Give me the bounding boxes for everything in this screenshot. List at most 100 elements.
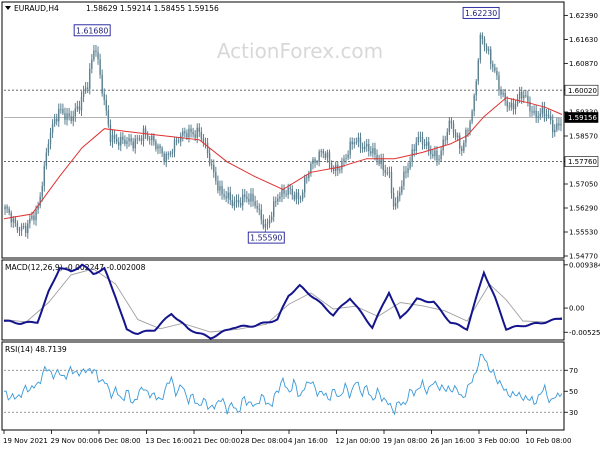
candle-body xyxy=(339,169,341,171)
candle xyxy=(111,129,114,148)
candle xyxy=(388,166,391,179)
candle-body xyxy=(401,185,403,193)
candle-body xyxy=(328,152,331,164)
candle xyxy=(297,189,300,205)
candle xyxy=(494,63,496,73)
candle xyxy=(103,88,105,106)
candle-body xyxy=(332,168,335,172)
candle xyxy=(366,139,368,152)
candle-body xyxy=(45,152,48,166)
candle xyxy=(382,153,384,176)
candle-body xyxy=(432,154,434,157)
candle xyxy=(527,90,529,107)
candle-body xyxy=(111,134,114,143)
candle xyxy=(89,63,91,95)
candle xyxy=(322,148,324,159)
candle-body xyxy=(237,200,240,203)
candle-body xyxy=(558,123,560,126)
candle xyxy=(436,146,438,166)
rsi-line xyxy=(3,353,563,416)
candle-body xyxy=(217,180,219,191)
candle xyxy=(10,210,12,228)
candle-body xyxy=(266,223,269,225)
candle-body xyxy=(370,151,372,154)
candle xyxy=(312,156,314,170)
candle xyxy=(492,60,494,73)
price-axis-label: 1.55530 xyxy=(569,229,598,237)
candle xyxy=(394,197,397,210)
candle xyxy=(155,139,157,152)
candle-body xyxy=(469,121,471,132)
candle xyxy=(151,133,153,146)
candle xyxy=(213,159,215,178)
candle xyxy=(504,88,506,106)
candle xyxy=(27,219,29,239)
candle-body xyxy=(153,135,155,142)
candle xyxy=(43,161,45,192)
candle xyxy=(18,226,21,237)
candle-body xyxy=(27,223,29,233)
candle-body xyxy=(378,160,380,165)
candle-body xyxy=(537,116,539,118)
candle-body xyxy=(510,102,513,108)
candle xyxy=(80,91,83,116)
candle xyxy=(405,166,407,179)
candle xyxy=(430,145,432,160)
candle-body xyxy=(318,151,320,163)
candle xyxy=(95,44,97,57)
candle-body xyxy=(6,206,8,209)
candle-body xyxy=(434,150,436,157)
candle-body xyxy=(33,215,35,221)
candle xyxy=(341,157,343,174)
candle-body xyxy=(95,50,97,52)
candle xyxy=(196,123,198,144)
candle xyxy=(84,81,87,94)
candle xyxy=(239,197,242,208)
candle xyxy=(355,137,358,145)
candle xyxy=(270,211,273,223)
time-axis-label: 28 Dec 08:00 xyxy=(241,437,288,445)
candle-body xyxy=(459,135,461,149)
macd-label: MACD(12,26,9) -0.002247 -0.002008 xyxy=(5,263,146,272)
candle-body xyxy=(494,67,496,71)
candle-body xyxy=(258,208,260,210)
candle xyxy=(533,105,535,116)
candle-body xyxy=(281,188,283,197)
candle xyxy=(541,101,544,118)
candle-body xyxy=(167,153,169,155)
candle-body xyxy=(206,142,209,154)
candle xyxy=(120,132,122,152)
candle-body xyxy=(66,113,68,120)
candle xyxy=(41,181,43,202)
candle-body xyxy=(215,172,217,181)
candle xyxy=(165,151,167,168)
candle-body xyxy=(62,108,64,114)
time-axis-label: 10 Feb 08:00 xyxy=(526,437,572,445)
candle xyxy=(283,184,285,200)
candle-body xyxy=(500,90,502,95)
candle-body xyxy=(343,158,345,162)
candle-body xyxy=(508,106,510,108)
candle xyxy=(473,93,475,117)
candle-body xyxy=(308,173,310,179)
candle-body xyxy=(184,131,186,134)
price-level-badge-label: 1.59156 xyxy=(568,114,597,122)
candle-body xyxy=(227,192,229,199)
candle xyxy=(109,119,112,146)
candle-body xyxy=(171,151,174,154)
candle-body xyxy=(320,151,322,152)
macd-axis-label: -0.005252 xyxy=(569,329,600,337)
candle xyxy=(411,144,413,167)
candle-body xyxy=(264,224,267,228)
candle xyxy=(308,170,310,182)
candle xyxy=(345,153,347,164)
candle xyxy=(392,187,395,210)
candle xyxy=(378,154,380,167)
candle-body xyxy=(380,159,382,165)
candle-body xyxy=(275,201,277,203)
price-axis-label: 1.56290 xyxy=(569,205,598,213)
candle xyxy=(380,153,382,169)
candle xyxy=(330,160,333,173)
candle xyxy=(543,101,546,122)
